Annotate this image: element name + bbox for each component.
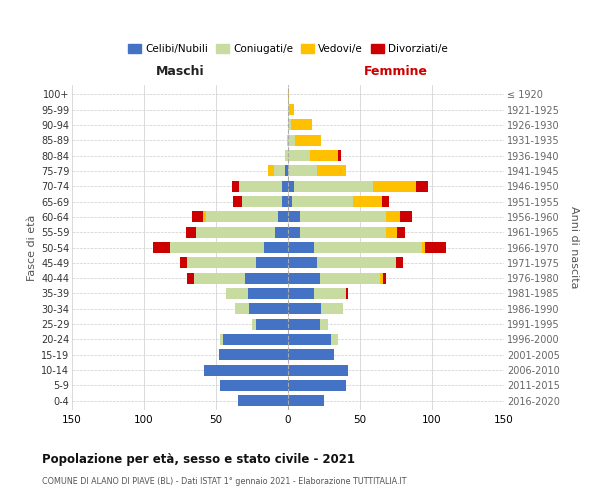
Bar: [288, 304, 321, 314]
Bar: [321, 304, 343, 314]
Bar: [278, 212, 288, 222]
Bar: [206, 212, 278, 222]
Bar: [194, 272, 245, 283]
Bar: [291, 120, 313, 130]
Bar: [191, 212, 203, 222]
Bar: [288, 180, 294, 192]
Bar: [196, 226, 275, 237]
Y-axis label: Fasce di età: Fasce di età: [26, 214, 37, 280]
Bar: [288, 88, 289, 100]
Bar: [292, 196, 353, 207]
Bar: [263, 242, 288, 253]
Bar: [203, 212, 206, 222]
Bar: [383, 272, 386, 283]
Bar: [186, 226, 196, 237]
Bar: [288, 242, 314, 253]
Bar: [187, 272, 194, 283]
Text: Popolazione per età, sesso e stato civile - 2021: Popolazione per età, sesso e stato civil…: [42, 452, 355, 466]
Bar: [416, 180, 428, 192]
Y-axis label: Anni di nascita: Anni di nascita: [569, 206, 579, 288]
Bar: [288, 104, 289, 115]
Bar: [288, 134, 295, 145]
Bar: [152, 242, 170, 253]
Bar: [289, 104, 294, 115]
Bar: [180, 258, 187, 268]
Text: Maschi: Maschi: [155, 65, 205, 78]
Bar: [220, 334, 223, 345]
Bar: [226, 288, 248, 299]
Bar: [288, 226, 299, 237]
Bar: [386, 226, 397, 237]
Bar: [425, 242, 446, 253]
Bar: [288, 318, 320, 330]
Bar: [285, 150, 288, 161]
Bar: [310, 150, 338, 161]
Bar: [288, 334, 331, 345]
Bar: [422, 242, 425, 253]
Bar: [299, 212, 386, 222]
Bar: [288, 120, 291, 130]
Bar: [220, 380, 288, 391]
Bar: [274, 166, 285, 176]
Text: COMUNE DI ALANO DI PIAVE (BL) - Dati ISTAT 1° gennaio 2021 - Elaborazione TUTTIT: COMUNE DI ALANO DI PIAVE (BL) - Dati IST…: [42, 476, 407, 486]
Bar: [268, 166, 274, 176]
Bar: [314, 242, 422, 253]
Bar: [242, 196, 282, 207]
Bar: [338, 150, 341, 161]
Bar: [288, 150, 310, 161]
Bar: [288, 364, 349, 376]
Bar: [248, 288, 288, 299]
Bar: [287, 134, 288, 145]
Bar: [219, 350, 288, 360]
Bar: [320, 272, 380, 283]
Bar: [320, 318, 328, 330]
Bar: [299, 226, 386, 237]
Text: Femmine: Femmine: [364, 65, 428, 78]
Bar: [205, 364, 288, 376]
Bar: [386, 212, 400, 222]
Bar: [238, 396, 288, 406]
Bar: [346, 288, 349, 299]
Bar: [380, 272, 383, 283]
Bar: [288, 166, 317, 176]
Bar: [373, 180, 416, 192]
Bar: [235, 304, 249, 314]
Bar: [353, 196, 382, 207]
Bar: [232, 180, 239, 192]
Bar: [382, 196, 389, 207]
Bar: [288, 350, 334, 360]
Bar: [285, 166, 288, 176]
Bar: [249, 304, 288, 314]
Bar: [288, 288, 314, 299]
Bar: [288, 212, 299, 222]
Bar: [288, 380, 346, 391]
Bar: [288, 396, 324, 406]
Bar: [275, 226, 288, 237]
Bar: [256, 258, 288, 268]
Bar: [400, 212, 412, 222]
Bar: [288, 196, 292, 207]
Bar: [317, 166, 346, 176]
Bar: [187, 258, 256, 268]
Bar: [245, 272, 288, 283]
Bar: [239, 180, 282, 192]
Bar: [233, 196, 242, 207]
Bar: [282, 196, 288, 207]
Bar: [288, 258, 317, 268]
Bar: [331, 334, 338, 345]
Bar: [170, 242, 263, 253]
Bar: [223, 334, 288, 345]
Bar: [288, 272, 320, 283]
Legend: Celibi/Nubili, Coniugati/e, Vedovi/e, Divorziati/e: Celibi/Nubili, Coniugati/e, Vedovi/e, Di…: [124, 40, 452, 58]
Bar: [314, 288, 346, 299]
Bar: [282, 180, 288, 192]
Bar: [256, 318, 288, 330]
Bar: [252, 318, 256, 330]
Bar: [317, 258, 396, 268]
Bar: [397, 226, 404, 237]
Bar: [295, 134, 321, 145]
Bar: [294, 180, 373, 192]
Bar: [396, 258, 403, 268]
